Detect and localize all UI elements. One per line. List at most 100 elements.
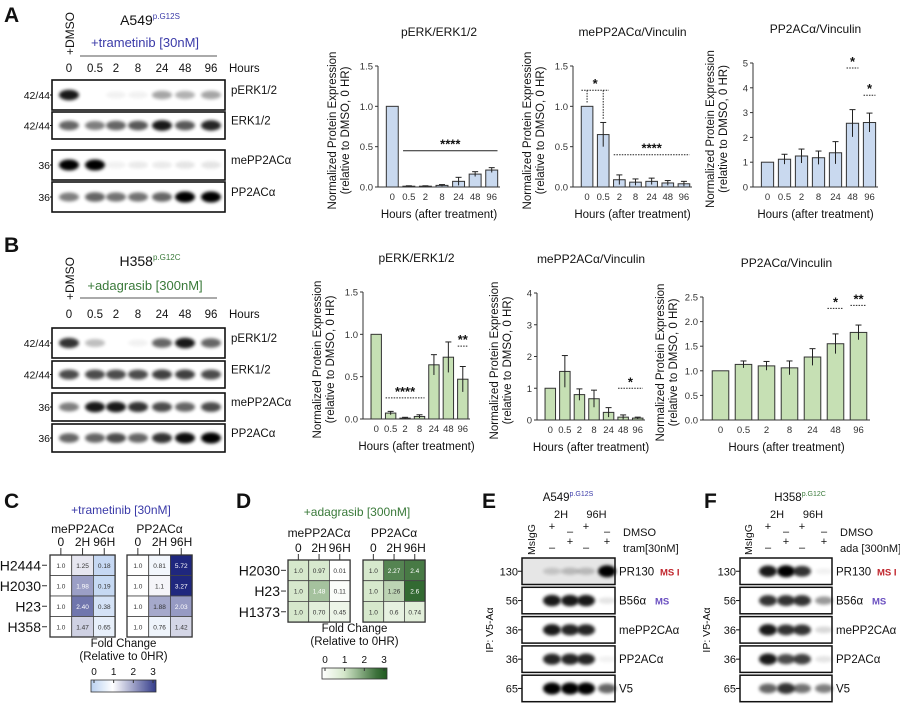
x-axis-label: Hours (after treatment) <box>533 442 649 454</box>
lane-unit-label: Hours <box>229 63 260 75</box>
band <box>59 337 79 349</box>
condition-sign: – <box>583 542 590 554</box>
band <box>793 624 811 636</box>
control-lane-label: MsIgG <box>743 524 755 555</box>
molecular-weight-label: 36 <box>506 654 518 666</box>
band <box>201 161 221 169</box>
y-tick-label: 4 <box>743 83 748 94</box>
molecular-weight-label: 36 <box>724 625 736 637</box>
protein-label: V5 <box>619 683 633 695</box>
protein-label: PP2ACα <box>231 187 276 199</box>
molecular-weight-label: 36 <box>724 654 736 666</box>
colorbar <box>90 679 157 693</box>
bar <box>803 356 822 421</box>
heatmap-cell-value: 0.70 <box>313 609 326 616</box>
band <box>577 624 595 636</box>
y-axis-label-line2: (relative to DMSO, 0 HR) <box>502 296 514 424</box>
band <box>59 159 79 171</box>
time-label: 2H <box>770 509 784 521</box>
protein-label: ERK1/2 <box>231 365 271 377</box>
blot-row: 42/44 pERK1/2 <box>24 327 277 359</box>
bar <box>385 105 399 188</box>
blot-row: 130 PR130 MS I <box>718 557 897 586</box>
blot-row: 42/44 ERK1/2 <box>24 111 271 140</box>
mutation-superscript: p.G12S <box>153 12 180 21</box>
band <box>175 432 195 444</box>
significance-stars: **** <box>642 141 663 156</box>
band <box>793 653 811 665</box>
x-tick-label: 2 <box>764 425 769 436</box>
y-tick-label: 0.0 <box>555 183 568 194</box>
condition-sign: – <box>799 542 806 554</box>
colorbar-tick-label: 1 <box>342 655 348 666</box>
protein-label: mePP2CAα <box>619 625 680 637</box>
heatmap-cell-value: 0.6 <box>390 609 399 616</box>
heatmap-cell-value: 1.0 <box>56 563 65 570</box>
significance-stars: ** <box>853 291 864 306</box>
x-tick-label: 0 <box>548 425 553 436</box>
mass-spec-tag: MS I <box>660 567 680 578</box>
heatmap-cell-value: 2.40 <box>76 604 89 611</box>
treatment-label: +adagrasib [300nM] <box>87 278 202 293</box>
significance-stars: **** <box>440 137 461 152</box>
y-tick-label: 4 <box>527 289 532 300</box>
heatmap-cell-value: 0.81 <box>153 563 166 570</box>
x-tick-label: 96 <box>679 192 690 203</box>
bar <box>780 367 799 421</box>
x-tick-label: 48 <box>470 192 481 203</box>
lane-label: 0.5 <box>87 63 103 75</box>
y-axis-label: Normalized Protein Expression <box>312 281 324 439</box>
heatmap-column-label: 96H <box>170 535 192 549</box>
protein-label: ERK1/2 <box>231 116 271 128</box>
band <box>815 655 833 663</box>
x-tick-label: 0.5 <box>384 424 397 435</box>
lane-label: 96 <box>205 63 218 75</box>
heatmap-treatment-label: +trametinib [30nM] <box>71 503 171 517</box>
cell-line-name: H358 <box>774 492 802 504</box>
band <box>577 653 595 665</box>
protein-label: PP2ACα <box>836 654 881 666</box>
blot-row: 56 B56α MS <box>724 586 886 615</box>
x-tick-label: 24 <box>603 425 614 436</box>
band <box>106 192 126 202</box>
colorbar-label: Fold Change <box>91 638 157 650</box>
heatmap-cell-value: 5.72 <box>175 563 188 570</box>
band <box>85 369 105 380</box>
x-tick-label: 24 <box>429 424 440 435</box>
band <box>175 369 195 380</box>
heatmap-cell-value: 1.88 <box>153 604 166 611</box>
band <box>793 683 811 694</box>
condition-label: tram[30nM] <box>623 543 679 555</box>
band <box>201 432 221 444</box>
bar-chart-4: mePP2ACα/Vinculin Normalized Protein Expr… <box>489 252 649 454</box>
heatmap-cell-value: 1.0 <box>369 568 378 575</box>
heatmap-matrix-title: PP2ACα <box>371 526 417 540</box>
condition-sign: – <box>567 526 574 538</box>
band <box>543 682 561 695</box>
heatmap-cell-value: 1.47 <box>76 624 89 631</box>
panel-label-c: C <box>4 490 19 513</box>
molecular-weight-label: 130 <box>500 566 518 578</box>
band <box>152 120 172 131</box>
mass-spec-tag: MS <box>655 597 669 608</box>
panel-label-f: F <box>704 490 717 513</box>
heatmap-cell-value: 1.25 <box>76 563 89 570</box>
ip-cell-line-title: H358p.G12C <box>774 491 826 504</box>
band <box>598 656 616 663</box>
x-tick-label: 2 <box>799 192 804 203</box>
condition-sign: – <box>765 542 772 554</box>
lane-label: 8 <box>135 309 141 321</box>
y-tick-label: 1.5 <box>555 62 568 73</box>
blot-cell-line-title: A549p.G12S <box>120 12 180 28</box>
band <box>106 161 126 169</box>
heatmap-cell-value: 3.27 <box>175 583 188 590</box>
y-axis-label-line2: (relative to DMSO, 0 HR) <box>340 66 352 194</box>
colorbar-tick-label: 3 <box>150 667 156 678</box>
bar <box>580 105 594 188</box>
heatmap-cell-value: 1.48 <box>313 589 326 596</box>
significance-stars: * <box>593 76 599 91</box>
band <box>777 654 795 665</box>
heatmap-cell-value: 0.11 <box>334 589 347 596</box>
band <box>561 653 579 665</box>
band <box>152 369 172 380</box>
